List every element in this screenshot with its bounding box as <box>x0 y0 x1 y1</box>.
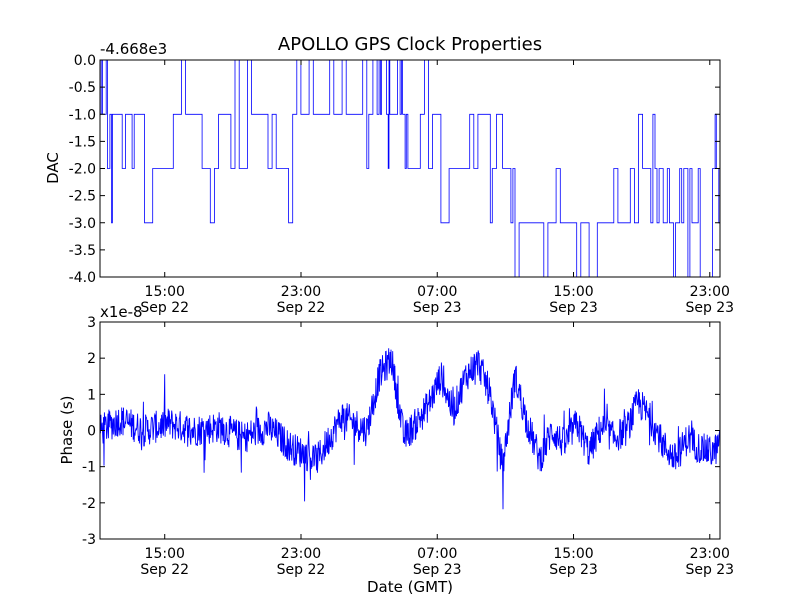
dac-y-tick-label: -1.5 <box>69 134 96 150</box>
dac-x-tick-date-label: Sep 23 <box>549 300 598 316</box>
phase-x-tick-date-label: Sep 22 <box>277 562 326 578</box>
phase-y-axis-label: Phase (s) <box>58 395 76 464</box>
dac-x-tick-date-label: Sep 23 <box>413 300 462 316</box>
phase-y-tick-label: 2 <box>87 351 96 367</box>
phase-x-tick-time-label: 07:00 <box>417 546 457 562</box>
phase-y-tick-label: 1 <box>87 387 96 403</box>
phase-x-tick-date-label: Sep 23 <box>685 562 734 578</box>
dac-x-tick-time-label: 15:00 <box>145 284 185 300</box>
dac-y-tick-label: 0.0 <box>74 53 96 69</box>
dac-x-tick-time-label: 23:00 <box>690 284 730 300</box>
phase-x-tick-time-label: 23:00 <box>690 546 730 562</box>
phase-offset-label: x1e-8 <box>100 303 143 321</box>
phase-x-tick-time-label: 23:00 <box>281 546 321 562</box>
dac-y-axis-label: DAC <box>44 152 62 184</box>
dac-y-tick-label: -3.0 <box>69 216 96 232</box>
dac-y-tick-label: -2.0 <box>69 162 96 178</box>
phase-panel: x1e-8 Phase (s) Date (GMT) 3 2 1 0 -1 -2 -3 15:… <box>58 303 734 596</box>
dac-x-tick-time-label: 07:00 <box>417 284 457 300</box>
dac-y-tick-label: -3.5 <box>69 243 96 259</box>
phase-x-tick-date-label: Sep 23 <box>549 562 598 578</box>
figure-title: APOLLO GPS Clock Properties <box>278 34 542 55</box>
phase-x-tick-date-label: Sep 22 <box>140 562 189 578</box>
phase-series-line <box>100 348 720 510</box>
dac-x-tick-date-label: Sep 22 <box>277 300 326 316</box>
dac-y-tick-label: -0.5 <box>69 80 96 96</box>
phase-x-tick-time-label: 15:00 <box>145 546 185 562</box>
phase-y-tick-label: -3 <box>82 532 96 548</box>
phase-y-tick-label: -2 <box>82 496 96 512</box>
phase-y-tick-label: 0 <box>87 424 96 440</box>
dac-x-tick-date-label: Sep 22 <box>140 300 189 316</box>
phase-y-tick-label: -1 <box>82 460 96 476</box>
dac-x-tick-date-label: Sep 23 <box>685 300 734 316</box>
dac-y-tick-label: -4.0 <box>69 270 96 286</box>
dac-offset-label: -4.668e3 <box>100 40 167 58</box>
dac-y-tick-label: -2.5 <box>69 189 96 205</box>
dac-x-tick-time-label: 15:00 <box>553 284 593 300</box>
phase-x-tick-date-label: Sep 23 <box>413 562 462 578</box>
phase-x-axis-label: Date (GMT) <box>367 578 453 596</box>
dac-series-line <box>100 60 720 277</box>
phase-x-tick-time-label: 15:00 <box>553 546 593 562</box>
dac-y-tick-label: -1.0 <box>69 107 96 123</box>
dac-x-tick-time-label: 23:00 <box>281 284 321 300</box>
phase-y-tick-label: 3 <box>87 315 96 331</box>
dac-panel: -4.668e3 DAC 0.0 -0.5 -1.0 -1.5 -2.0 -2.5 -3.0… <box>44 40 734 316</box>
